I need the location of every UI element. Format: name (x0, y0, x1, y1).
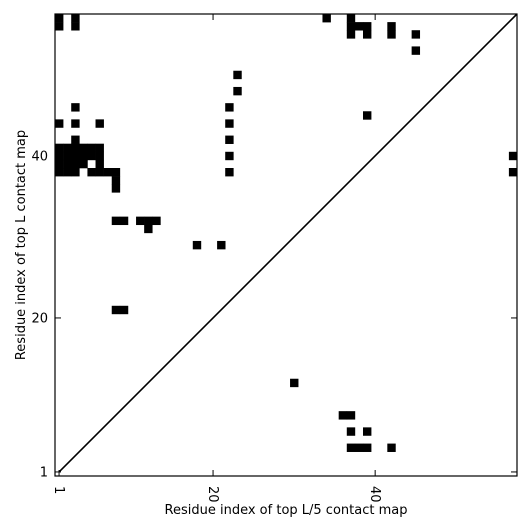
contact-cell-top-l (363, 22, 372, 31)
contact-cell-top-l (79, 143, 88, 153)
contact-cell-top-l (71, 135, 80, 144)
contact-cell-top-l (55, 168, 64, 177)
contact-cell-top-l (63, 168, 72, 177)
contact-cell-top-l (63, 151, 72, 161)
contact-cell-top-l (136, 216, 145, 226)
contact-cell-top-l (192, 240, 202, 250)
contact-cell-top-l (225, 135, 234, 144)
y-tick-label: 40 (31, 149, 48, 164)
contact-cell-top-l (87, 143, 96, 153)
contact-cell-top-l (71, 14, 80, 23)
contact-cell-top-l (71, 168, 80, 177)
contact-cell-top-l (71, 103, 80, 112)
contact-cell-top-l5 (338, 411, 348, 420)
contact-cell-top-l (346, 30, 356, 39)
contact-cell-top-l (354, 22, 364, 31)
contact-cell-top-l5 (354, 443, 364, 452)
contact-cell-top-l (346, 14, 356, 23)
contact-cell-top-l5 (363, 427, 372, 436)
contact-cell-top-l (111, 216, 121, 226)
contact-cell-top-l (111, 305, 121, 315)
contact-cell-top-l (79, 151, 88, 161)
contact-cell-top-l (387, 22, 396, 31)
contact-cell-top-l5 (290, 378, 299, 388)
x-tick-label: 20 (205, 486, 220, 503)
contact-cell-top-l (71, 143, 80, 153)
contact-cell-top-l (79, 159, 88, 169)
contact-cell-top-l5 (346, 427, 356, 436)
contact-cell-top-l (233, 86, 242, 96)
contact-cell-top-l (71, 22, 80, 31)
contact-cell-top-l (363, 30, 372, 39)
contact-cell-top-l (55, 22, 64, 31)
contact-cell-top-l (119, 305, 129, 315)
contact-cell-top-l (111, 176, 121, 185)
contact-cell-top-l (144, 224, 153, 234)
x-tick-label: 40 (367, 486, 382, 503)
contact-cell-top-l (225, 151, 234, 161)
contact-cell-top-l (55, 119, 64, 128)
contact-cell-top-l (363, 111, 372, 120)
contact-cell-top-l (55, 143, 64, 153)
contact-cell-top-l (233, 70, 242, 80)
contact-cell-top-l5 (346, 443, 356, 452)
contact-cell-top-l (346, 22, 356, 31)
x-tick-label: 1 (51, 486, 66, 494)
contact-cell-top-l (95, 143, 104, 153)
contact-cell-top-l (144, 216, 153, 226)
contact-cell-top-l (411, 30, 421, 39)
contact-cell-top-l (95, 119, 104, 128)
y-tick-label: 1 (40, 465, 48, 480)
contact-cell-top-l (87, 168, 96, 177)
y-axis-label: Residue index of top L contact map (14, 130, 29, 360)
contact-cell-top-l (225, 168, 234, 177)
contact-cell-top-l (217, 240, 226, 250)
contact-cell-top-l (152, 216, 161, 226)
contact-cell-top-l (95, 151, 104, 161)
contact-cell-top-l (508, 168, 518, 177)
contact-cell-top-l (63, 143, 72, 153)
plot-frame (54, 13, 518, 477)
contact-cell-top-l5 (363, 443, 372, 452)
contact-cell-top-l (95, 159, 104, 169)
contact-cell-top-l (225, 119, 234, 128)
contact-cell-top-l5 (346, 411, 356, 420)
contact-cell-top-l (411, 46, 421, 55)
axis-ticks: 1 20 40 1 20 40 (31, 14, 517, 503)
contact-cell-top-l (71, 119, 80, 128)
x-axis-label: Residue index of top L/5 contact map (165, 503, 408, 518)
contact-cell-top-l (322, 14, 331, 23)
contact-cell-top-l (55, 159, 64, 169)
contact-cell-top-l (87, 151, 96, 161)
diagonal-line (58, 13, 518, 473)
contact-cell-top-l (225, 103, 234, 112)
contact-cell-top-l (71, 159, 80, 169)
contact-cell-top-l (111, 184, 121, 193)
contact-cell-top-l (95, 168, 104, 177)
contact-cell-top-l (387, 30, 396, 39)
contact-cell-top-l (119, 216, 129, 226)
contact-cell-top-l5 (387, 443, 396, 452)
contact-cell-top-l (103, 168, 113, 177)
y-tick-label: 20 (31, 311, 48, 326)
contact-cell-top-l (111, 168, 121, 177)
contact-cell-top-l (71, 151, 80, 161)
contact-cell-top-l (63, 159, 72, 169)
